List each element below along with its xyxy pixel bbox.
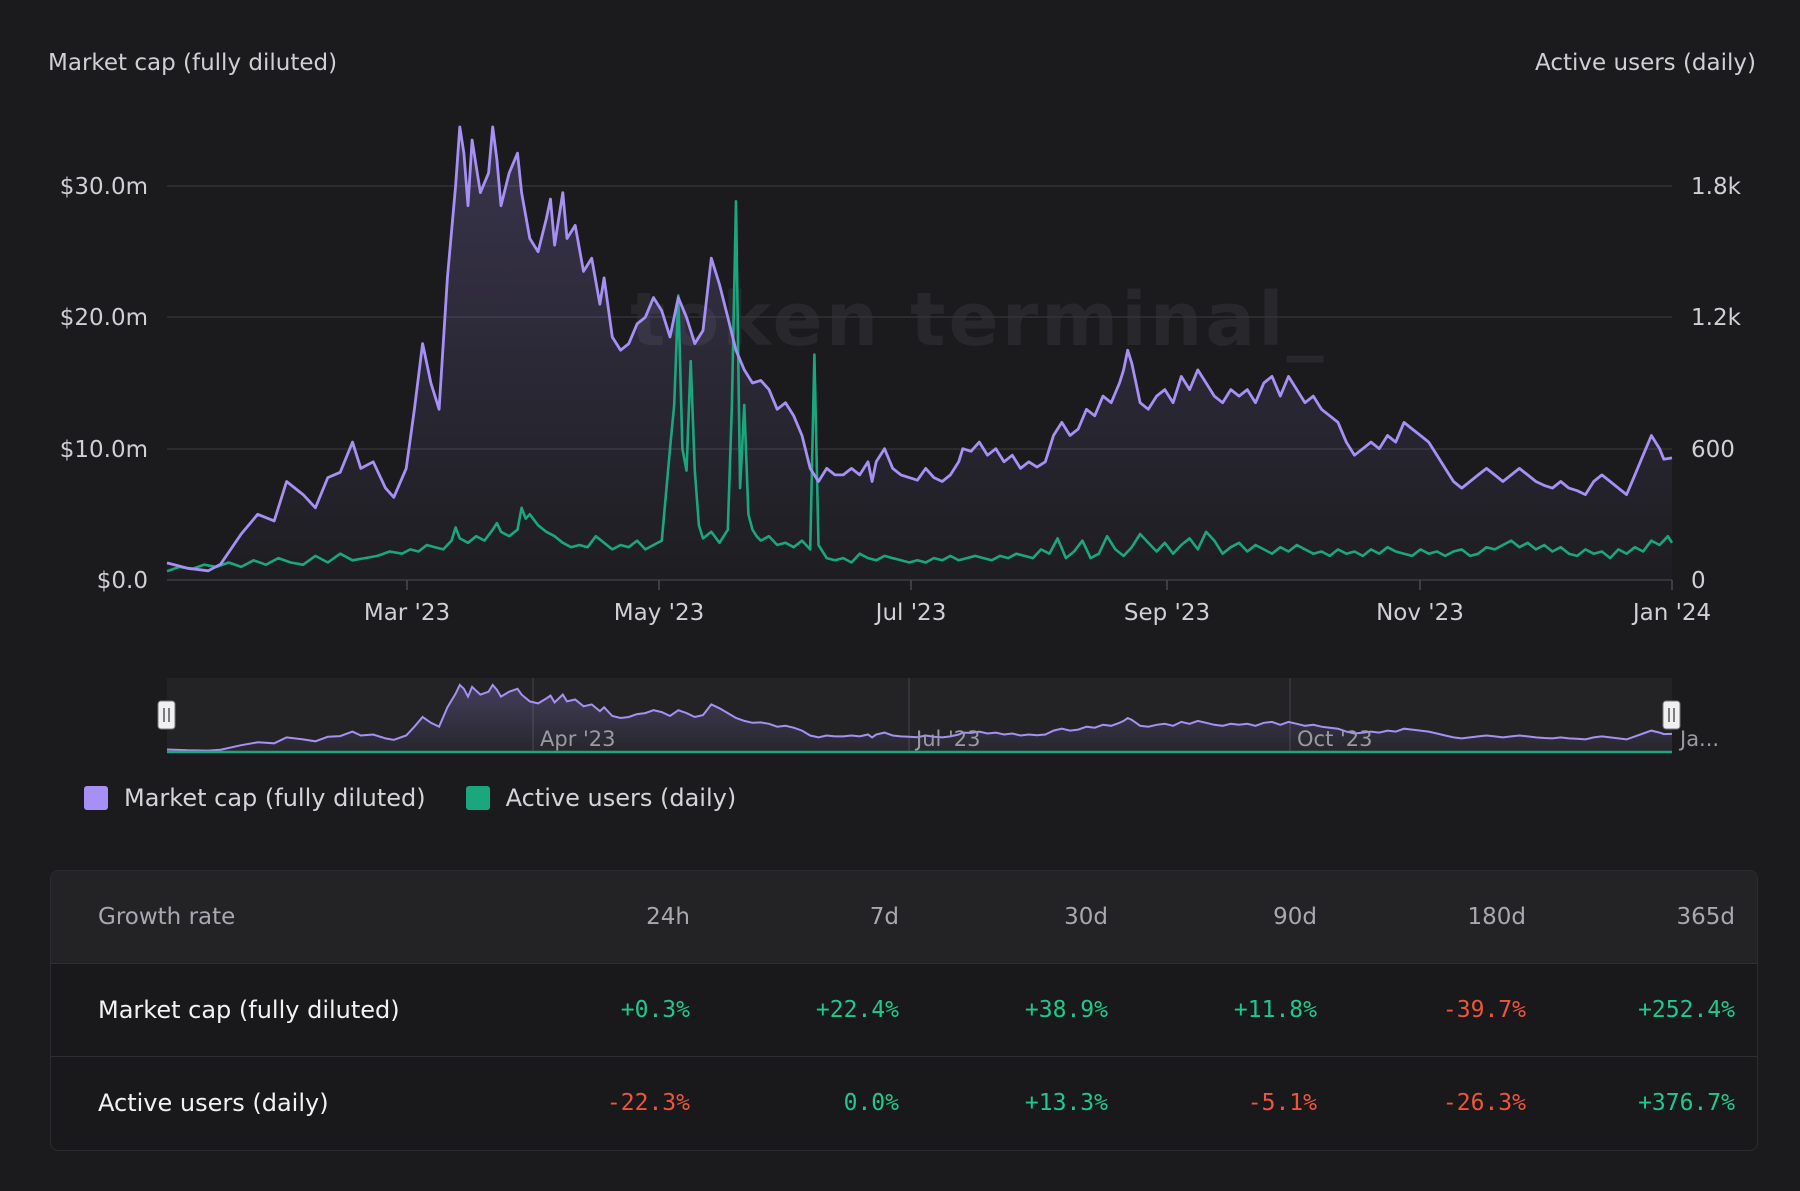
growth-value: +13.3% xyxy=(1024,1090,1108,1116)
navigator-tick: Apr '23 xyxy=(540,727,616,751)
legend-swatch-active-users xyxy=(465,786,490,810)
growth-value: -22.3% xyxy=(606,1090,690,1116)
table-header-cell[interactable]: 7d xyxy=(869,904,899,930)
right-axis-title: Active users (daily) xyxy=(1535,50,1756,76)
x-tick-label: Jan '24 xyxy=(1631,600,1711,626)
growth-value: +376.7% xyxy=(1638,1090,1735,1116)
legend-swatch-market-cap xyxy=(84,786,108,810)
right-tick-label: 1.2k xyxy=(1691,305,1742,331)
growth-value: +38.9% xyxy=(1024,997,1108,1023)
legend-label: Active users (daily) xyxy=(505,784,737,812)
growth-rate-table: Growth rate 24h 7d 30d 90d 180d 365d Mar… xyxy=(50,870,1758,1151)
growth-value: +11.8% xyxy=(1233,997,1317,1023)
table-header-cell[interactable]: 90d xyxy=(1273,904,1317,930)
table-header-cell[interactable]: 30d xyxy=(1064,904,1108,930)
navigator-tick: Oct '23 xyxy=(1297,727,1372,751)
navigator-left-handle[interactable] xyxy=(157,700,176,730)
x-tick-label: Mar '23 xyxy=(364,600,450,626)
x-tick-label: May '23 xyxy=(614,600,704,626)
navigator-tick: Ja... xyxy=(1678,727,1719,751)
table-header-cell[interactable]: 24h xyxy=(646,904,690,930)
navigator[interactable]: Apr '23 Jul '23 Oct '23 Ja... xyxy=(157,678,1719,754)
growth-value: -26.3% xyxy=(1442,1090,1526,1116)
growth-value: +0.3% xyxy=(620,997,690,1023)
table-header-cell[interactable]: 180d xyxy=(1467,904,1527,930)
navigator-tick: Jul '23 xyxy=(914,727,981,751)
growth-value: -39.7% xyxy=(1442,997,1526,1023)
growth-value: +252.4% xyxy=(1638,997,1735,1023)
growth-value: +22.4% xyxy=(815,997,899,1023)
left-tick-label: $0.0 xyxy=(97,568,148,594)
x-tick-label: Nov '23 xyxy=(1376,600,1464,626)
table-header-cell[interactable]: 365d xyxy=(1676,904,1736,930)
right-tick-label: 1.8k xyxy=(1691,174,1742,200)
navigator-right-handle[interactable] xyxy=(1662,700,1681,730)
growth-value: 0.0% xyxy=(843,1090,899,1116)
main-chart[interactable]: Market cap (fully diluted) Active users … xyxy=(0,0,1800,780)
legend-label: Market cap (fully diluted) xyxy=(124,784,426,812)
right-tick-label: 600 xyxy=(1691,437,1735,463)
legend-item-active-users[interactable]: Active users (daily) xyxy=(465,784,737,812)
left-axis-ticks: $0.0 $10.0m $20.0m $30.0m xyxy=(60,174,148,594)
table-header-row: Growth rate 24h 7d 30d 90d 180d 365d xyxy=(51,871,1757,964)
growth-value: -5.1% xyxy=(1247,1090,1317,1116)
x-tick-label: Jul '23 xyxy=(874,600,947,626)
left-tick-label: $20.0m xyxy=(60,305,148,331)
watermark: token terminal_ xyxy=(630,277,1327,363)
market-cap-area xyxy=(167,126,1672,581)
row-label: Market cap (fully diluted) xyxy=(98,996,400,1024)
table-row: Market cap (fully diluted) +0.3% +22.4% … xyxy=(51,964,1757,1057)
navigator-line xyxy=(166,683,1673,752)
legend: Market cap (fully diluted) Active users … xyxy=(84,784,736,812)
row-label: Active users (daily) xyxy=(98,1089,329,1117)
active-users-line[interactable] xyxy=(166,200,1674,573)
left-tick-label: $10.0m xyxy=(60,437,148,463)
table-header-cell: Growth rate xyxy=(98,904,236,930)
legend-item-market-cap[interactable]: Market cap (fully diluted) xyxy=(84,784,426,812)
right-axis-ticks: 0 600 1.2k 1.8k xyxy=(1691,174,1742,594)
x-tick-label: Sep '23 xyxy=(1124,600,1210,626)
market-cap-line[interactable] xyxy=(166,125,1673,573)
left-tick-label: $30.0m xyxy=(60,174,148,200)
table-row: Active users (daily) -22.3% 0.0% +13.3% … xyxy=(51,1057,1757,1149)
navigator-area xyxy=(167,684,1672,752)
right-tick-label: 0 xyxy=(1691,568,1706,594)
left-axis-title: Market cap (fully diluted) xyxy=(48,50,337,76)
x-axis-ticks: Mar '23 May '23 Jul '23 Sep '23 Nov '23 Jan '… xyxy=(364,580,1711,626)
